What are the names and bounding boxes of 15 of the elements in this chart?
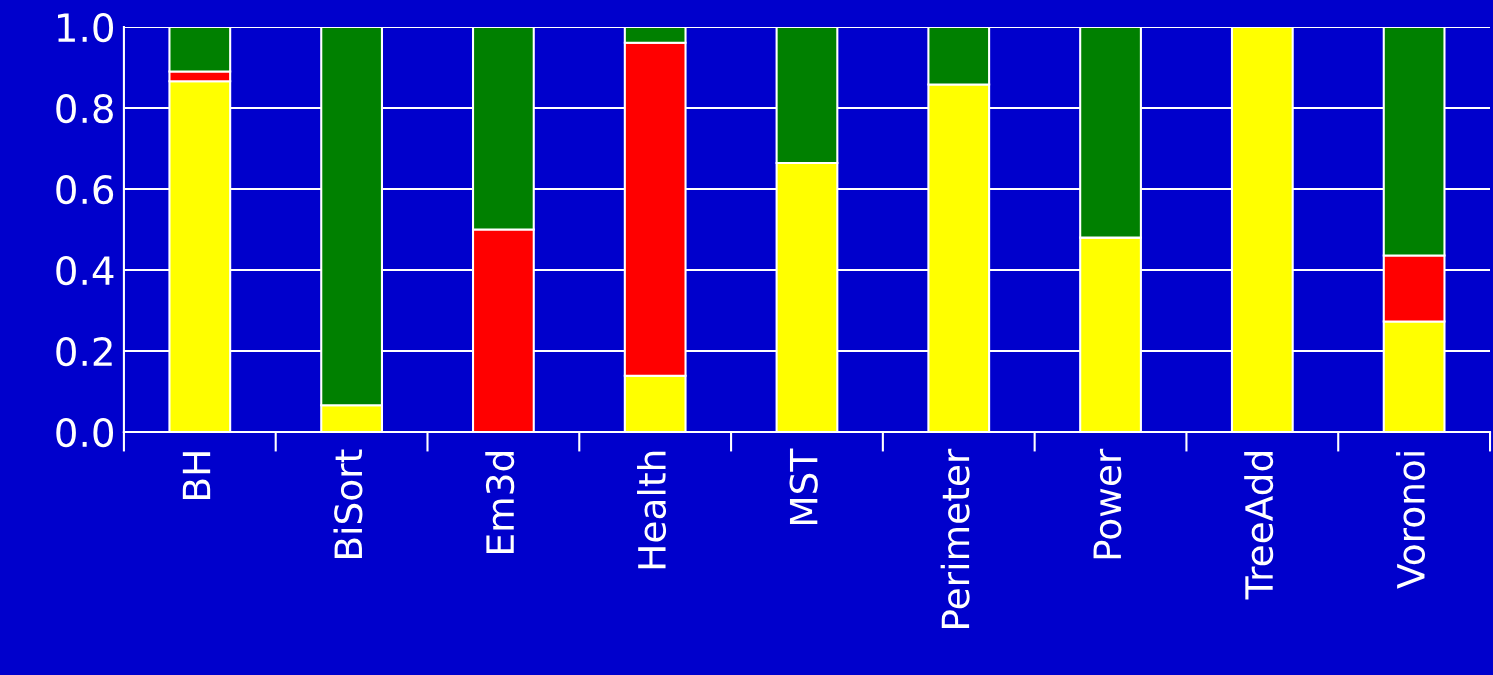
y-tick-label: 0.8 <box>56 93 113 124</box>
y-tick-label: 1.0 <box>58 12 113 43</box>
x-tick-label: Voronoi <box>1395 452 1425 589</box>
x-tick-label: BiSort <box>333 449 363 558</box>
x-tick-label: Em3d <box>485 452 515 553</box>
y-tick-label: 0.2 <box>56 336 112 367</box>
y-tick-label: 0.0 <box>56 417 113 448</box>
x-tick-label: TreeAdd <box>1244 452 1274 600</box>
x-tick-label: Perimeter <box>940 448 970 628</box>
y-tick-label: 0.4 <box>56 255 114 286</box>
x-tick-label: Power <box>1093 448 1122 559</box>
x-tick-label: Health <box>637 451 667 569</box>
y-tick-label: 0.6 <box>56 174 114 205</box>
x-tick-label: MST <box>789 448 818 525</box>
x-tick-label: BH <box>182 452 211 499</box>
